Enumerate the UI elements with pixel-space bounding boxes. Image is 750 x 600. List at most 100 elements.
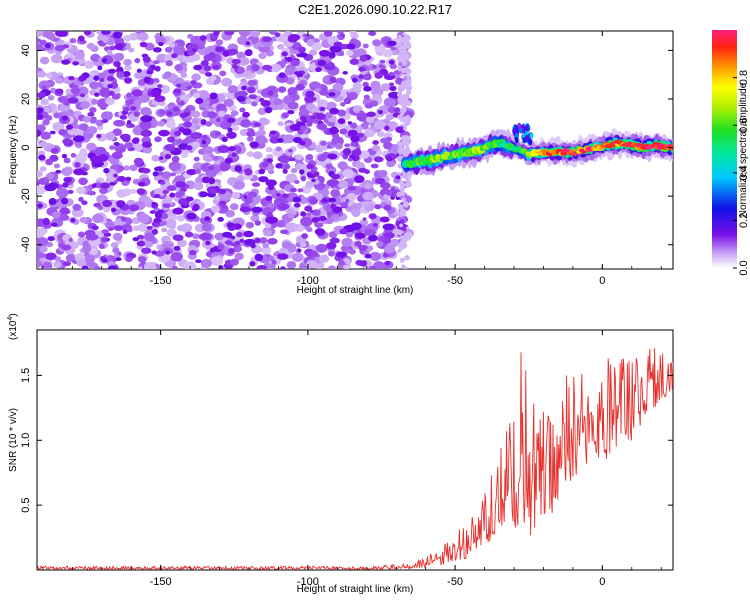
noise-speck xyxy=(91,98,99,105)
noise-blob xyxy=(293,42,299,47)
noise-blob xyxy=(141,247,152,254)
colorbar-ticks: 0.0 0.2 0.4 0.6 0.8 xyxy=(733,70,750,276)
noise-speck xyxy=(322,76,330,82)
noise-speck xyxy=(137,223,149,232)
noise-speck xyxy=(383,244,396,254)
noise-blob xyxy=(266,212,272,216)
noise-speck xyxy=(305,180,315,189)
noise-blob xyxy=(326,242,337,250)
noise-blob xyxy=(49,130,56,135)
noise-blob xyxy=(124,142,134,149)
noise-speck xyxy=(364,129,375,138)
noise-blob xyxy=(244,49,253,57)
noise-blob xyxy=(236,66,245,74)
noise-speck xyxy=(61,167,73,177)
noise-speck xyxy=(168,161,181,172)
spectrogram-x-ticks: -150 -100 -50 0 xyxy=(42,31,662,287)
noise-blob xyxy=(313,217,321,222)
colorbar-tick-label: 0.4 xyxy=(738,165,750,180)
noise-blob xyxy=(379,216,390,223)
noise-blob xyxy=(131,89,143,97)
noise-speck xyxy=(306,227,313,233)
noise-blob xyxy=(59,214,70,221)
noise-blob xyxy=(114,43,124,51)
noise-blob xyxy=(106,75,115,82)
noise-blob xyxy=(185,196,194,202)
noise-speck xyxy=(123,165,131,171)
noise-blob xyxy=(204,216,211,222)
noise-blob xyxy=(87,190,95,196)
noise-speck xyxy=(373,261,385,269)
noise-speck xyxy=(313,38,320,44)
chart-title: C2E1.2026.090.10.22.R17 xyxy=(298,2,452,17)
noise-blob xyxy=(239,238,245,243)
colorbar-tick-label: 0.8 xyxy=(738,70,750,85)
noise-speck xyxy=(157,120,165,127)
noise-speck xyxy=(105,97,115,106)
noise-speck xyxy=(326,163,333,169)
noise-blob xyxy=(139,41,148,48)
noise-blob xyxy=(117,175,126,182)
noise-blob xyxy=(230,258,239,266)
noise-edge-speck xyxy=(397,40,402,45)
noise-speck xyxy=(106,49,113,55)
noise-blob xyxy=(213,31,220,36)
noise-speck xyxy=(165,60,173,67)
noise-blob xyxy=(236,95,246,102)
noise-speck xyxy=(45,72,53,79)
x-tick-label: -50 xyxy=(447,576,463,588)
noise-edge-speck xyxy=(406,89,412,95)
noise-blob xyxy=(352,77,358,83)
noise-blob xyxy=(256,265,267,269)
noise-speck xyxy=(300,216,313,227)
noise-blob xyxy=(113,142,120,146)
noise-blob xyxy=(368,31,377,36)
noise-blob xyxy=(358,167,367,173)
noise-speck xyxy=(43,106,51,113)
noise-speck xyxy=(37,185,46,195)
noise-blob xyxy=(183,112,190,116)
y-tick-label: 1.0 xyxy=(20,433,32,448)
noise-blob xyxy=(199,191,208,198)
noise-blob xyxy=(342,71,348,75)
noise-blob xyxy=(113,61,121,68)
noise-blob xyxy=(305,250,319,258)
noise-edge-speck xyxy=(404,94,409,99)
noise-speck xyxy=(140,107,152,116)
noise-edge-speck xyxy=(405,41,412,48)
noise-blob xyxy=(190,132,203,140)
noise-blob xyxy=(253,122,261,127)
noise-speck xyxy=(180,223,193,233)
noise-blob xyxy=(311,178,316,183)
noise-blob xyxy=(98,243,106,249)
noise-speck xyxy=(266,154,274,160)
noise-blob xyxy=(380,65,386,70)
noise-blob xyxy=(300,211,306,217)
noise-blob xyxy=(274,32,281,38)
noise-speck xyxy=(39,141,48,148)
noise-blob xyxy=(318,49,331,57)
noise-blob xyxy=(388,82,395,86)
noise-blob xyxy=(386,155,393,162)
noise-blob xyxy=(354,232,366,239)
noise-blob xyxy=(355,147,361,154)
noise-blob xyxy=(158,109,166,116)
noise-speck xyxy=(387,121,398,130)
noise-speck xyxy=(63,157,71,164)
noise-blob xyxy=(292,136,303,144)
noise-blob xyxy=(85,233,99,241)
noise-speck xyxy=(78,177,88,186)
noise-blob xyxy=(108,90,115,96)
noise-speck xyxy=(239,107,246,113)
noise-speck xyxy=(132,142,144,152)
noise-blob xyxy=(37,113,44,120)
noise-blob xyxy=(146,69,154,75)
noise-blob xyxy=(299,169,305,175)
noise-blob xyxy=(154,211,162,219)
noise-speck xyxy=(210,256,223,267)
noise-blob xyxy=(247,191,258,198)
noise-blob xyxy=(188,250,197,256)
noise-speck xyxy=(275,146,282,152)
noise-speck xyxy=(128,47,135,53)
snr-y-scale-prefix: (x10 xyxy=(8,320,19,340)
